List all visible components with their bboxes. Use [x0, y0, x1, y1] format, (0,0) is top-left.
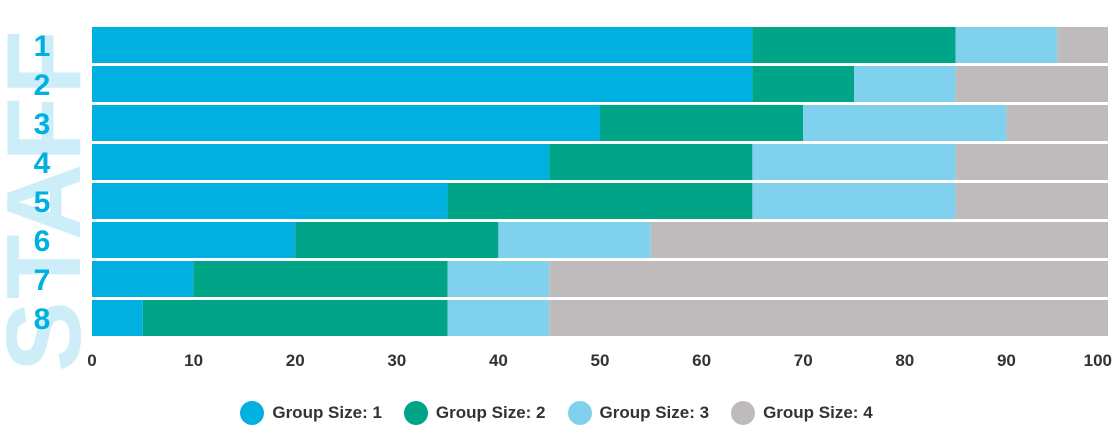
category-label: 1: [34, 30, 51, 63]
watermark-text: STAFF: [0, 28, 103, 372]
category-label: 7: [34, 264, 51, 297]
bar-segment-row4-series2: [549, 144, 753, 180]
legend-item-2: Group Size: 2: [403, 401, 546, 425]
legend-swatch: [403, 401, 428, 425]
category-label: 6: [34, 225, 51, 258]
bar-segment-row4-series1: [92, 144, 550, 180]
category-labels: 1 2 3 4 5 6 7 8: [34, 30, 51, 336]
x-tick-label: 50: [591, 351, 610, 370]
bar-segment-row2-series4: [955, 66, 1108, 102]
legend-label: Group Size: 1: [272, 403, 382, 422]
bar-segment-row2-series3: [854, 66, 956, 102]
bar-segment-row3-series1: [92, 105, 600, 141]
category-label: 3: [34, 108, 51, 141]
bar-segment-row1-series1: [92, 27, 753, 63]
category-label: 8: [34, 303, 51, 336]
bar-segment-row1-series3: [955, 27, 1058, 63]
x-tick-label: 70: [794, 351, 813, 370]
bar-segment-row6-series3: [498, 222, 651, 258]
legend-label: Group Size: 2: [435, 403, 546, 422]
bar-segment-row8-series1: [92, 300, 143, 336]
bar-segment-row5-series4: [955, 183, 1108, 219]
x-tick-label: 10: [184, 351, 203, 370]
x-tick-label: 0: [87, 351, 96, 370]
legend: Group Size: 1 Group Size: 2 Group Size: 3 G…: [0, 398, 1113, 428]
bar-segment-row7-series1: [92, 261, 194, 297]
legend-item-4: Group Size: 4: [731, 401, 873, 425]
x-tick-label: 30: [387, 351, 406, 370]
legend-item-3: Group Size: 3: [567, 401, 710, 425]
bar-segment-row2-series2: [752, 66, 854, 102]
bar-segment-row6-series4: [650, 222, 1108, 258]
bar-segment-row7-series3: [447, 261, 550, 297]
stacked-bar-chart: STAFF 1 2 3 4 5 6 7 8 0 10 20 30 40 50 60 70 80 90 100: [0, 27, 1112, 372]
category-label: 4: [34, 147, 51, 180]
bar-segment-row5-series3: [752, 183, 956, 219]
legend-label: Group Size: 4: [763, 403, 873, 422]
x-tick-label: 40: [489, 351, 508, 370]
bar-segment-row6-series2: [295, 222, 499, 258]
x-tick-label: 90: [997, 351, 1016, 370]
bar-segment-row3-series4: [1006, 105, 1108, 141]
legend-swatch: [567, 401, 592, 425]
legend-item-1: Group Size: 1: [240, 401, 382, 425]
bar-segment-row2-series1: [92, 66, 753, 102]
bar-segment-row4-series4: [955, 144, 1108, 180]
legend-swatch: [240, 401, 265, 425]
bar-segment-row8-series2: [142, 300, 448, 336]
bar-segment-row5-series1: [92, 183, 448, 219]
legend-swatch: [731, 401, 756, 425]
bar-segment-row7-series2: [193, 261, 448, 297]
x-tick-label: 60: [692, 351, 711, 370]
bar-segment-row8-series3: [447, 300, 550, 336]
bar-segment-row1-series4: [1057, 27, 1108, 63]
x-axis-ticks: 0 10 20 30 40 50 60 70 80 90 100: [87, 351, 1112, 370]
x-tick-label: 80: [895, 351, 914, 370]
bar-segment-row6-series1: [92, 222, 296, 258]
x-tick-label: 20: [286, 351, 305, 370]
bar-segment-row7-series4: [549, 261, 1108, 297]
bar-segment-row5-series2: [447, 183, 753, 219]
bars-layer: [92, 27, 1108, 336]
bar-segment-row8-series4: [549, 300, 1108, 336]
category-label: 2: [34, 69, 51, 102]
bar-segment-row4-series3: [752, 144, 956, 180]
bar-segment-row3-series3: [803, 105, 1007, 141]
bar-segment-row3-series2: [600, 105, 804, 141]
x-tick-label: 100: [1084, 351, 1112, 370]
legend-label: Group Size: 3: [599, 403, 710, 422]
category-label: 5: [34, 186, 51, 219]
bar-segment-row1-series2: [752, 27, 956, 63]
